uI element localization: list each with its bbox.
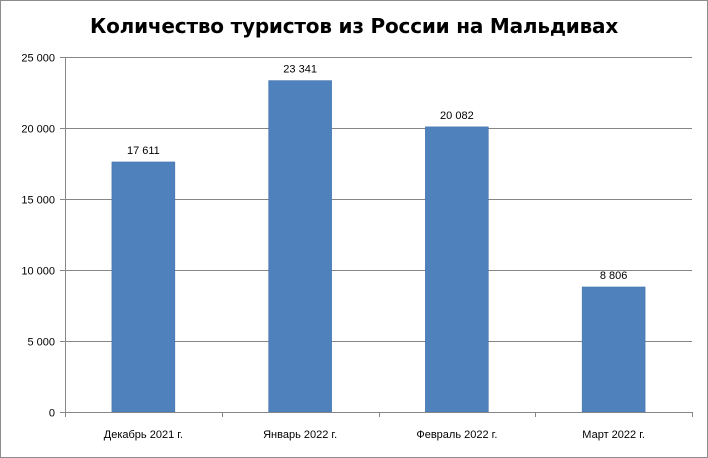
y-tick-label: 25 000	[21, 53, 55, 65]
x-tick-label: Март 2022 г.	[582, 429, 645, 441]
bar	[425, 126, 489, 413]
x-tick-label: Январь 2022 г.	[263, 429, 337, 441]
x-tick-label: Декабрь 2021 г.	[104, 429, 183, 441]
x-tick-label: Февраль 2022 г.	[416, 429, 497, 441]
y-tick-label: 0	[49, 408, 55, 420]
data-label: 23 341	[283, 64, 317, 76]
y-tick-label: 5 000	[27, 337, 55, 349]
y-tick-label: 10 000	[21, 266, 55, 278]
bars	[111, 80, 646, 413]
chart-title: Количество туристов из России на Мальдив…	[89, 14, 619, 38]
y-tick-label: 20 000	[21, 124, 55, 136]
bar	[111, 161, 176, 413]
bar	[581, 286, 646, 413]
data-label: 20 082	[440, 110, 474, 122]
bar	[268, 80, 332, 413]
y-tick-label: 15 000	[21, 195, 55, 207]
labels: 0 5 000 10 000 15 000 20 000 25 000 17 611 Дека…	[21, 53, 645, 442]
axes	[60, 57, 693, 417]
data-label: 17 611	[127, 145, 160, 157]
data-label: 8 806	[600, 270, 628, 282]
